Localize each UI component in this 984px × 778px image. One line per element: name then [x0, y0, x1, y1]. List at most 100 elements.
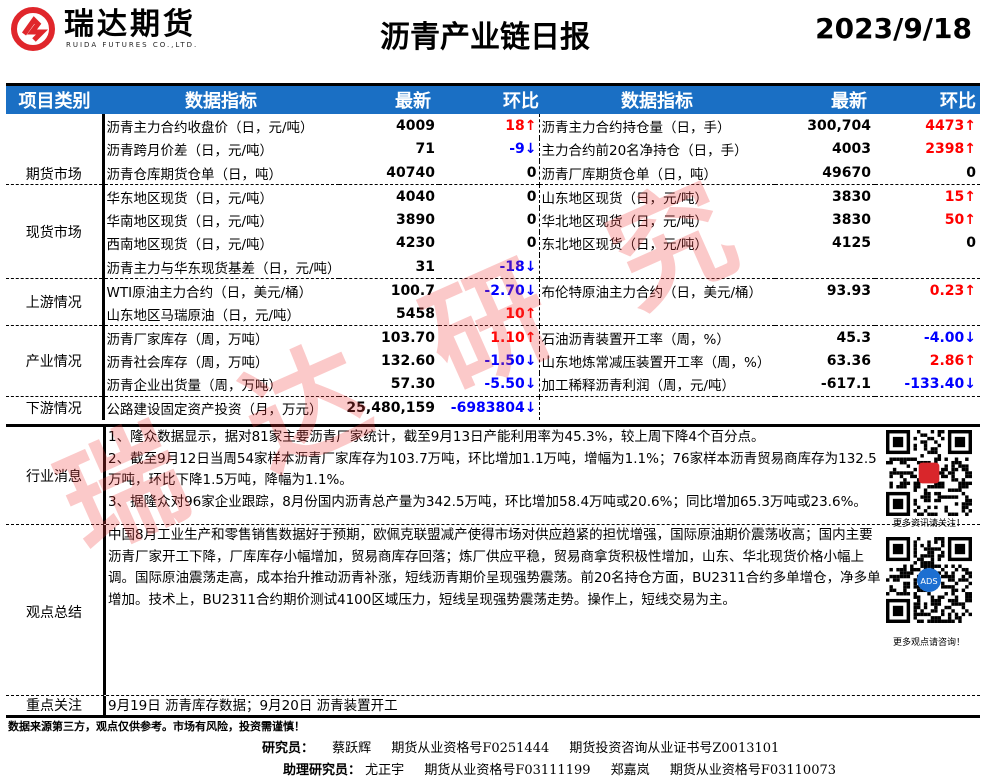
empty-cell [538, 255, 775, 279]
latest-value: 5458 [396, 305, 435, 322]
researcher-certificate: 期货投资咨询从业证书号Z0013101 [569, 741, 780, 756]
researcher-qualification: 期货从业资格号F0251444 [391, 741, 550, 756]
indicator-name: 石油沥青装置开工率（周，%） [538, 325, 775, 349]
divider [6, 83, 980, 86]
empty-cell [875, 255, 980, 279]
indicator-name: 东北地区现货（日，元/吨） [538, 231, 775, 255]
assistant-qualification: 期货从业资格号F03110073 [669, 763, 837, 778]
empty-cell [775, 395, 875, 420]
change-value: -1.50↓ [484, 352, 537, 369]
assistant-line: 助理研究员： 尤正宇 期货从业资格号F03111199 郑嘉岚 期货从业资格号F… [283, 759, 852, 778]
table-row: 西南地区现货（日，元/吨） 4230 0 东北地区现货（日，元/吨） 4125 0 [6, 231, 980, 255]
table-row: 沥青跨月价差（日，元/吨） 71 -9↓ 主力合约前20名净持仓（日，手） 4003 23… [6, 137, 980, 161]
qr-caption: 更多观点请咨询！ [892, 638, 965, 648]
col-latest: 最新 [339, 86, 439, 114]
change-value: -5.50↓ [484, 376, 537, 392]
indicator-name: 沥青仓库期货仓单（日，吨） [106, 166, 283, 183]
indicator-name: 沥青厂库期货仓单（日，吨） [538, 161, 775, 185]
category-cell: 期货市场 [6, 114, 105, 185]
latest-value: 4230 [396, 235, 435, 252]
col-indicator-right: 数据指标 [539, 86, 775, 114]
latest-value: 3830 [832, 211, 871, 228]
latest-value: 4003 [832, 141, 871, 158]
logo-subtext: RUIDA FUTURES CO.,LTD. [66, 41, 199, 49]
change-value: 4473↑ [925, 117, 976, 134]
change-value: -2.70↓ [439, 278, 539, 302]
qr-code-icon [886, 430, 972, 516]
qr-consult[interactable]: ADS 更多观点请咨询！ [884, 537, 974, 648]
indicator-name: 华东地区现货（日，元/吨） [103, 184, 339, 208]
latest-value: 103.70 [339, 325, 439, 349]
indicator-name: 沥青厂家库存（周，万吨） [103, 325, 339, 349]
change-value: 0 [439, 184, 539, 208]
latest-value: 4125 [832, 235, 871, 252]
indicator-name: 沥青主力合约收盘价（日，元/吨） [106, 119, 314, 136]
table-row: 上游情况 WTI原油主力合约（日，美元/桶） 100.7 -2.70↓ 布伦特原油主力合… [6, 278, 980, 326]
table-row: 华南地区现货（日，元/吨） 3890 0 华北地区现货（日，元/吨） 3830 50↑ [6, 208, 980, 232]
latest-value: 45.3 [775, 325, 875, 349]
change-value: 10↑ [505, 305, 537, 322]
change-value: -18↓ [499, 258, 537, 275]
col-change-right: 环比 [875, 86, 980, 114]
logo-text: 瑞达期货 [64, 7, 196, 42]
empty-cell [538, 302, 775, 326]
change-value: 0.23↑ [875, 278, 980, 302]
latest-value: 3830 [775, 184, 875, 208]
researcher-label: 研究员： [262, 741, 315, 756]
table-header: 项目类别 数据指标 最新 环比 数据指标 最新 环比 [6, 86, 980, 114]
indicator-name: 沥青主力合约持仓量（日，手） [538, 114, 775, 138]
report-date: 2023/9/18 [815, 12, 972, 45]
change-value: 0 [526, 164, 537, 181]
empty-cell [875, 302, 980, 326]
table-row: 产业情况 沥青厂家库存（周，万吨） 103.70 1.10↑ 石油沥青装置开工率（周，%… [6, 325, 980, 396]
focus-text: 9月19日 沥青库存数据；9月20日 沥青装置开工 [108, 698, 398, 714]
change-value: 2.86↑ [929, 352, 976, 369]
col-indicator: 数据指标 [103, 86, 339, 114]
latest-value: 31 [415, 258, 435, 275]
empty-cell [875, 395, 980, 420]
table-row: 现货市场 华东地区现货（日，元/吨） 4040 0 山东地区现货（日，元/吨） 3830 1… [6, 184, 980, 279]
disclaimer: 数据来源第三方，观点仅供参考。市场有风险，投资需谨慎！ [8, 720, 305, 733]
table-row: 沥青主力与华东现货基差（日，元/吨） 31 -18↓ [6, 255, 980, 279]
indicator-name: 加工稀释沥青利润（周，元/吨） [538, 372, 775, 396]
table-row: 期货市场 沥青主力合约收盘价（日，元/吨） 4009 18↑ 沥青主力合约持仓量（日，手… [6, 114, 980, 185]
indicator-name: 华南地区现货（日，元/吨） [106, 213, 274, 230]
latest-value: 25,480,159 [339, 395, 439, 420]
section-label: 观点总结 [26, 605, 82, 621]
latest-value: -617.1 [820, 376, 871, 392]
change-value: -6983804↓ [439, 395, 539, 420]
table-row: 下游情况 公路建设固定资产投资（月，万元） 25,480,159 -6983804↓ [6, 395, 980, 420]
change-value: 0 [966, 235, 976, 252]
assistant-name: 尤正宇 [365, 763, 405, 778]
assistant-qualification: 期货从业资格号F03111199 [424, 763, 591, 778]
indicator-name: 山东地区马瑞原油（日，元/吨） [106, 307, 301, 324]
qr-caption: 更多资讯请关注！ [892, 519, 965, 529]
category-cell: 下游情况 [6, 395, 105, 420]
section-label: 行业消息 [26, 469, 82, 485]
qr-code-icon: ADS [886, 537, 972, 623]
latest-value: 100.7 [339, 278, 439, 302]
change-value: 1.10↑ [439, 325, 539, 349]
latest-value: 4009 [396, 117, 435, 134]
col-latest-right: 最新 [775, 86, 875, 114]
col-category: 项目类别 [6, 86, 103, 114]
indicator-name: 沥青社会库存（周，万吨） [106, 354, 269, 371]
assistant-name: 郑嘉岚 [610, 763, 650, 778]
change-value: 15↑ [875, 184, 980, 208]
col-change: 环比 [439, 86, 539, 114]
section-label: 重点关注 [26, 698, 82, 714]
change-value: -133.40↓ [904, 376, 976, 392]
latest-value: 71 [415, 141, 435, 158]
latest-value: 132.60 [380, 352, 435, 369]
empty-cell [538, 395, 775, 420]
empty-cell [775, 302, 875, 326]
indicator-name: 主力合约前20名净持仓（日，手） [538, 137, 775, 161]
category-cell: 现货市场 [6, 184, 105, 279]
change-value: -9↓ [509, 141, 537, 158]
indicator-table: 项目类别 数据指标 最新 环比 数据指标 最新 环比 期货市场 沥青主力合约收盘价… [6, 86, 980, 420]
news-item: 1、隆众数据显示，据对81家主要沥青厂家统计，截至9月13日产能利用率为45.3… [108, 429, 765, 445]
indicator-name: 沥青企业出货量（周，万吨） [106, 378, 283, 394]
assistant-label: 助理研究员： [283, 763, 362, 778]
report-title: 沥青产业链日报 [380, 20, 590, 55]
qr-wechat[interactable]: 更多资讯请关注！ [884, 430, 974, 529]
